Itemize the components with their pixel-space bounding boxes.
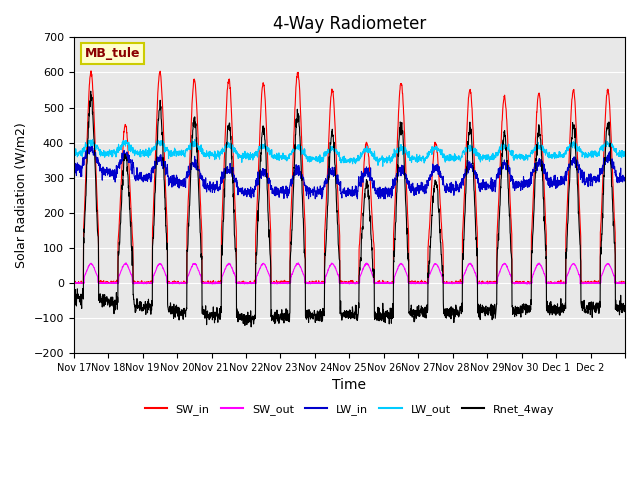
SW_in	[547, 279, 555, 285]
LW_in	[244, 191, 252, 197]
Rnet_4way	[244, 317, 252, 323]
Text: MB_tule: MB_tule	[85, 47, 140, 60]
Rnet_4way	[621, 305, 629, 311]
SW_in	[70, 280, 77, 286]
Line: Rnet_4way: Rnet_4way	[74, 91, 625, 327]
SW_in	[244, 280, 252, 286]
LW_out	[125, 140, 132, 145]
Rnet_4way	[87, 88, 95, 94]
SW_in	[621, 280, 629, 286]
X-axis label: Time: Time	[332, 378, 366, 393]
Legend: SW_in, SW_out, LW_in, LW_out, Rnet_4way: SW_in, SW_out, LW_in, LW_out, Rnet_4way	[140, 400, 559, 420]
LW_out	[244, 154, 252, 160]
Rnet_4way	[547, 299, 555, 304]
SW_in	[516, 280, 524, 286]
Rnet_4way	[614, 305, 621, 311]
Line: LW_out: LW_out	[74, 140, 625, 167]
LW_out	[379, 164, 387, 169]
SW_out	[70, 280, 77, 286]
SW_out	[524, 281, 531, 287]
LW_in	[614, 176, 621, 182]
Line: LW_in: LW_in	[74, 145, 625, 199]
SW_out	[125, 266, 133, 272]
SW_out	[383, 280, 390, 286]
SW_out	[621, 280, 629, 286]
Y-axis label: Solar Radiation (W/m2): Solar Radiation (W/m2)	[15, 122, 28, 268]
SW_out	[122, 260, 130, 265]
SW_out	[244, 280, 252, 286]
SW_in	[614, 280, 621, 286]
LW_in	[305, 196, 312, 202]
LW_in	[70, 165, 77, 171]
Rnet_4way	[70, 293, 77, 299]
LW_in	[125, 158, 133, 164]
Rnet_4way	[383, 308, 390, 314]
LW_out	[70, 152, 77, 158]
LW_in	[88, 142, 96, 148]
LW_in	[516, 183, 524, 189]
SW_in	[70, 280, 78, 286]
LW_in	[621, 175, 629, 180]
LW_out	[614, 151, 621, 157]
Rnet_4way	[516, 308, 524, 313]
LW_in	[383, 190, 390, 195]
SW_in	[125, 171, 133, 177]
SW_out	[614, 280, 621, 286]
LW_out	[547, 155, 555, 160]
SW_in	[383, 279, 390, 285]
SW_out	[516, 280, 524, 286]
LW_in	[547, 174, 555, 180]
SW_out	[547, 280, 555, 286]
Rnet_4way	[247, 324, 255, 330]
LW_out	[621, 150, 629, 156]
LW_out	[383, 160, 390, 166]
Line: SW_in: SW_in	[74, 71, 625, 283]
LW_out	[191, 137, 198, 143]
LW_out	[516, 156, 524, 161]
SW_in	[87, 68, 95, 74]
Line: SW_out: SW_out	[74, 263, 625, 284]
Rnet_4way	[125, 190, 133, 195]
Title: 4-Way Radiometer: 4-Way Radiometer	[273, 15, 426, 33]
